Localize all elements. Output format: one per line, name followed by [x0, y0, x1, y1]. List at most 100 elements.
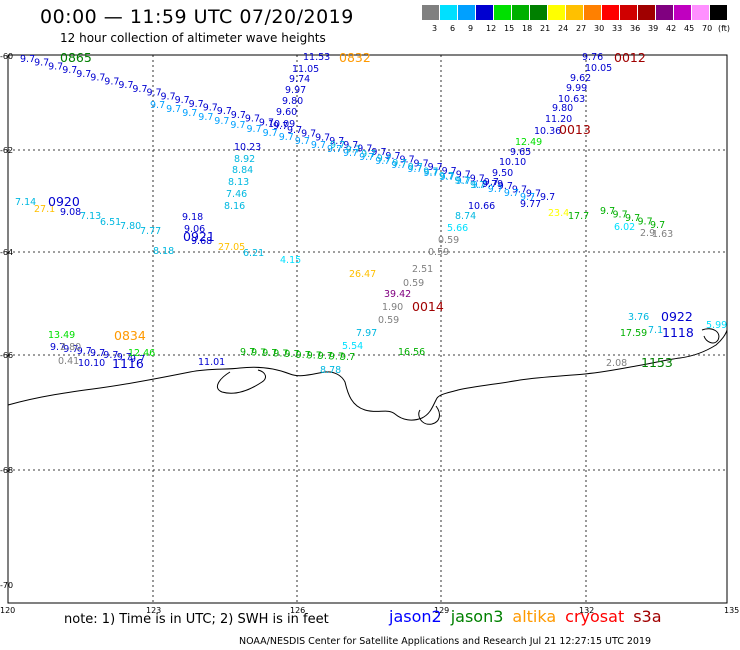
track-mark: 9.7 — [456, 176, 471, 187]
track-mark: 9.7 — [263, 128, 278, 139]
wave-height-label: 6.02 — [614, 222, 635, 233]
scale-swatch — [458, 5, 475, 20]
wave-height-label: 10.66 — [468, 201, 495, 212]
track-mark: 9.7 — [346, 144, 361, 155]
track-mark: 9.7 — [329, 136, 344, 147]
track-mark: 9.7 — [650, 220, 665, 231]
wave-height-label: 10.05 — [585, 63, 612, 74]
pass-time-label: 1153 — [641, 355, 673, 370]
track-mark: 9.7 — [392, 158, 407, 169]
track-mark: 9.7 — [423, 167, 438, 178]
track-mark: 9.7 — [132, 84, 147, 95]
track-mark: 9.7 — [311, 140, 326, 151]
wave-height-label: 11.53 — [303, 52, 330, 63]
track-mark: 9.7 — [439, 171, 454, 182]
wave-height-label: 9.62 — [570, 73, 591, 84]
wave-height-label: 1.63 — [652, 229, 673, 240]
scale-swatch — [602, 5, 619, 20]
lat-tick-64: -64 — [0, 248, 13, 257]
wave-height-label: 9.97 — [285, 85, 306, 96]
pass-time-label: 0012 — [614, 50, 646, 65]
scale-label: 42 — [666, 24, 677, 33]
wave-height-label: 9.06 — [184, 224, 205, 235]
wave-height-label: 0.59 — [403, 278, 424, 289]
track-mark: 9.7 — [247, 124, 262, 135]
scale-label: 15 — [504, 24, 515, 33]
wave-height-label: 9.76 — [582, 52, 603, 63]
lat-tick-70: -70 — [0, 581, 13, 590]
lat-tick-68: -68 — [0, 466, 13, 475]
track-mark: 9.7 — [329, 351, 344, 362]
wave-height-label: 11.20 — [545, 114, 572, 125]
track-mark: 9.7 — [130, 354, 145, 365]
scale-label: 39 — [648, 24, 659, 33]
track-mark: 9.7 — [307, 350, 322, 361]
scale-label: 36 — [630, 24, 641, 33]
track-mark: 9.7 — [428, 162, 443, 173]
track-mark: 9.7 — [391, 160, 406, 171]
scale-swatch — [638, 5, 655, 20]
wave-height-label: 17.7 — [568, 211, 589, 222]
track-mark: 9.7 — [472, 180, 487, 191]
track-mark: 9.7 — [203, 103, 218, 114]
wave-height-label: 7.14 — [15, 197, 36, 208]
track-mark: 9.7 — [166, 104, 181, 115]
scale-swatch — [494, 5, 511, 20]
wave-height-label: 17.59 — [620, 328, 647, 339]
wave-height-label: 7.13 — [80, 211, 101, 222]
pass-time-label: 0921 — [183, 229, 215, 244]
pass-time-label: 0922 — [661, 309, 693, 324]
track-mark: 9.7 — [414, 158, 429, 169]
track-mark: 9.7 — [301, 129, 316, 140]
wave-height-label: 9.08 — [60, 207, 81, 218]
wave-height-label: 9.65 — [510, 147, 531, 158]
scale-swatch — [422, 5, 439, 20]
note-text: note: 1) Time is in UTC; 2) SWH is in fe… — [64, 612, 329, 627]
scale-unit: (ft) — [718, 24, 731, 33]
wave-height-label: 6.21 — [243, 248, 264, 259]
track-mark: 9.7 — [50, 342, 65, 353]
wave-height-label: 9.68 — [191, 236, 212, 247]
lon-tick-132: 132 — [579, 606, 594, 615]
scale-label: 45 — [684, 24, 695, 33]
track-mark: 9.7 — [375, 156, 390, 167]
track-mark: 9.7 — [359, 152, 374, 163]
scale-label: 12 — [486, 24, 497, 33]
wave-height-label: 10.23 — [234, 142, 261, 153]
track-mark: 9.7 — [296, 350, 311, 361]
wave-height-label: 8.74 — [455, 211, 476, 222]
scale-swatch — [620, 5, 637, 20]
track-mark: 9.7 — [76, 69, 91, 80]
wave-height-label: 2.08 — [606, 358, 627, 369]
wave-height-label: 39.42 — [384, 289, 411, 300]
track-mark: 9.7 — [62, 65, 77, 76]
map-frame — [7, 54, 728, 604]
lon-tick-135: 135 — [724, 606, 739, 615]
wave-height-label: 9.50 — [492, 168, 513, 179]
track-mark: 9.7 — [407, 164, 422, 175]
track-mark: 9.7 — [526, 188, 541, 199]
wave-height-label: 0.59 — [438, 235, 459, 246]
wave-height-label: 7.80 — [120, 221, 141, 232]
scale-swatch — [692, 5, 709, 20]
lon-tick-120: 120 — [0, 606, 15, 615]
wave-height-label: 8.18 — [153, 246, 174, 257]
coastline — [7, 329, 728, 421]
track-mark: 9.7 — [189, 99, 204, 110]
track-mark: 9.7 — [147, 88, 162, 99]
pass-time-label: 0014 — [412, 299, 444, 314]
track-mark: 9.7 — [498, 181, 513, 192]
pass-time-label: 1118 — [662, 325, 694, 340]
scale-label: 24 — [558, 24, 569, 33]
track-mark: 9.7 — [343, 148, 358, 159]
track-mark: 9.7 — [540, 192, 555, 203]
page-title: 00:00 — 11:59 UTC 07/20/2019 — [40, 6, 354, 28]
pass-time-label: 0920 — [48, 194, 80, 209]
wave-height-label: 2.9 — [640, 228, 655, 239]
track-mark: 9.7 — [161, 91, 176, 102]
wave-height-label: 27.05 — [218, 242, 245, 253]
track-mark: 9.7 — [340, 352, 355, 363]
track-mark: 9.7 — [240, 347, 255, 358]
wave-height-label: 0.59 — [378, 315, 399, 326]
wave-height-label: 8.78 — [320, 365, 341, 376]
